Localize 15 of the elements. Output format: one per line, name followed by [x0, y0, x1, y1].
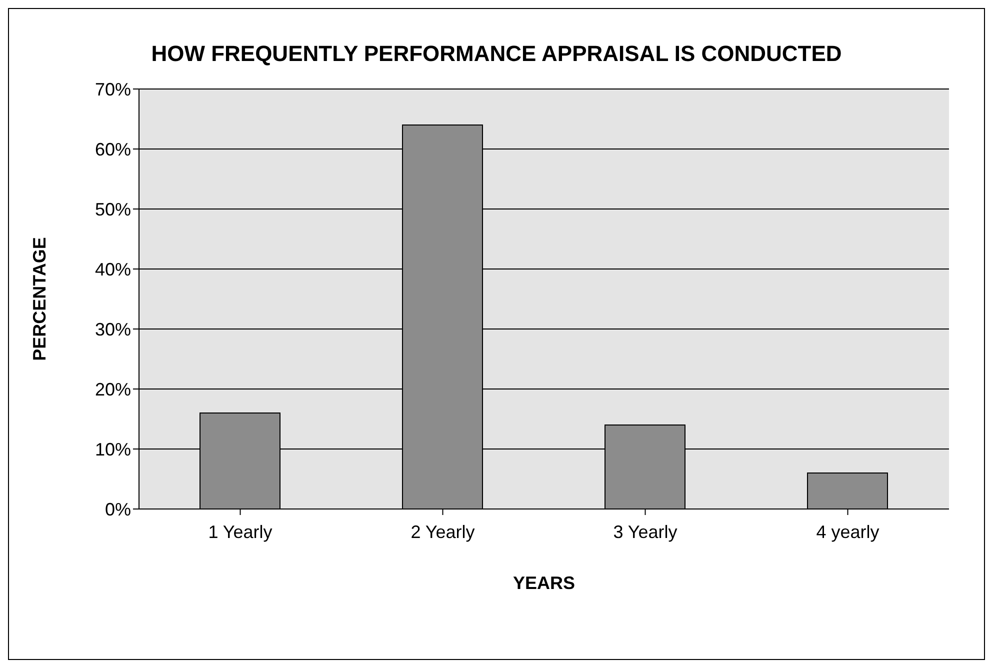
- y-tick-label: 20%: [94, 379, 131, 400]
- x-axis-title: YEARS: [512, 573, 576, 593]
- x-tick-label: 1 Yearly: [208, 522, 272, 542]
- x-tick-label: 3 Yearly: [613, 522, 678, 542]
- y-tick-label: 70%: [94, 79, 131, 100]
- y-tick-label: 30%: [94, 319, 131, 340]
- y-tick-label: 60%: [94, 139, 131, 160]
- chart-title: HOW FREQUENTLY PERFORMANCE APPRAISAL IS CONDUCTED: [150, 40, 843, 68]
- y-axis-title: PERCENTAGE: [29, 237, 50, 361]
- x-tick-label: 4 yearly: [816, 522, 880, 542]
- x-tick-label: 2 Yearly: [410, 522, 475, 542]
- y-tick-label: 40%: [94, 259, 131, 280]
- y-tick-label: 50%: [94, 199, 131, 220]
- y-tick-label: 0%: [104, 499, 131, 520]
- y-tick-label: 10%: [94, 439, 131, 460]
